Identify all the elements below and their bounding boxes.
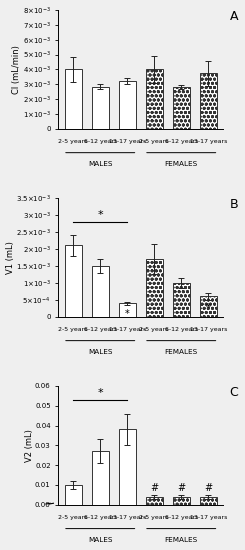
Text: FEMALES: FEMALES bbox=[165, 537, 198, 543]
Bar bbox=[146, 69, 163, 129]
Text: #: # bbox=[150, 483, 158, 493]
Text: MALES: MALES bbox=[88, 537, 112, 543]
Text: #: # bbox=[177, 483, 185, 493]
Text: *: * bbox=[98, 210, 103, 220]
Text: #: # bbox=[204, 483, 212, 493]
Bar bbox=[65, 485, 82, 505]
Text: FEMALES: FEMALES bbox=[165, 349, 198, 355]
Text: *: * bbox=[206, 304, 211, 313]
Y-axis label: V1 (mL): V1 (mL) bbox=[6, 241, 14, 274]
Text: *: * bbox=[98, 388, 103, 398]
Bar bbox=[173, 283, 190, 317]
Bar bbox=[65, 245, 82, 317]
Bar bbox=[173, 497, 190, 505]
Bar bbox=[200, 73, 217, 129]
Bar bbox=[119, 81, 136, 129]
Bar bbox=[200, 497, 217, 505]
Y-axis label: Cl (mL/min): Cl (mL/min) bbox=[12, 45, 21, 94]
Text: *: * bbox=[125, 309, 130, 318]
Bar bbox=[65, 69, 82, 129]
Bar bbox=[92, 452, 109, 505]
Bar bbox=[119, 303, 136, 317]
Bar bbox=[146, 497, 163, 505]
Bar bbox=[119, 430, 136, 505]
Text: C: C bbox=[230, 386, 238, 399]
Text: MALES: MALES bbox=[88, 349, 112, 355]
Text: FEMALES: FEMALES bbox=[165, 161, 198, 167]
Bar bbox=[200, 296, 217, 317]
Text: B: B bbox=[230, 198, 238, 211]
Text: MALES: MALES bbox=[88, 161, 112, 167]
Bar bbox=[92, 266, 109, 317]
Bar bbox=[146, 259, 163, 317]
Y-axis label: V2 (mL): V2 (mL) bbox=[24, 429, 34, 462]
Text: A: A bbox=[230, 10, 238, 23]
Bar bbox=[173, 87, 190, 129]
Bar bbox=[92, 86, 109, 129]
